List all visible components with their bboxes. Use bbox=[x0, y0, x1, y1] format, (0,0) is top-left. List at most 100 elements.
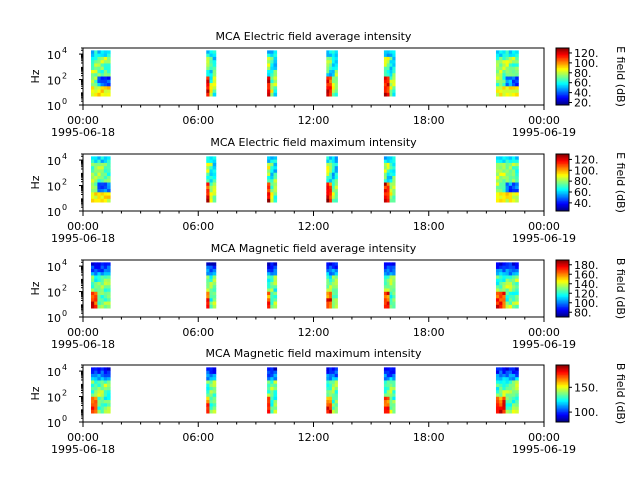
spectrogram-cell bbox=[511, 185, 516, 190]
spectrogram-cell bbox=[97, 304, 102, 309]
spectrogram-cell bbox=[212, 304, 217, 309]
spectrogram-cell bbox=[392, 179, 396, 183]
spectrogram-cell bbox=[209, 63, 214, 68]
spectrogram-cell bbox=[212, 262, 217, 267]
colorbar-step bbox=[556, 165, 569, 168]
spectrogram-cell bbox=[273, 409, 278, 414]
spectrogram-cell bbox=[91, 63, 95, 68]
spectrogram-cell bbox=[209, 295, 214, 299]
spectrogram-cell bbox=[392, 367, 396, 372]
spectrogram-cell bbox=[505, 63, 510, 68]
spectrogram-cell bbox=[508, 159, 513, 164]
spectrogram-cell bbox=[103, 285, 108, 289]
spectrogram-cell bbox=[100, 73, 105, 77]
spectrogram-cell bbox=[331, 89, 336, 94]
spectrogram-cell bbox=[103, 175, 108, 180]
spectrogram-cell bbox=[502, 272, 506, 276]
spectrogram-cell bbox=[273, 195, 278, 200]
colorbar-step bbox=[556, 277, 569, 279]
colorbar-step bbox=[556, 295, 569, 298]
spectrogram-cell bbox=[94, 162, 98, 167]
spectrogram-cell bbox=[326, 198, 330, 203]
colorbar-step bbox=[556, 414, 569, 417]
spectrogram-cell bbox=[267, 73, 271, 77]
colorbar-step bbox=[556, 298, 569, 301]
colorbar-tick-label: 120. bbox=[574, 47, 599, 60]
spectrogram-cell bbox=[107, 409, 111, 414]
spectrogram-cell bbox=[334, 79, 338, 84]
spectrogram-cell bbox=[515, 198, 519, 203]
spectrogram-cell bbox=[206, 189, 210, 193]
spectrogram-cell bbox=[334, 192, 338, 196]
spectrogram-cell bbox=[508, 285, 513, 289]
spectrogram-cell bbox=[392, 295, 396, 299]
y-tick-exponent: 2 bbox=[62, 284, 67, 293]
spectrogram-cell bbox=[515, 60, 519, 64]
spectrogram-cell bbox=[392, 83, 396, 87]
spectrogram-cell bbox=[91, 285, 95, 289]
spectrogram-cell bbox=[334, 285, 338, 289]
spectrogram-cell bbox=[94, 79, 98, 84]
colorbar-step bbox=[556, 85, 569, 87]
colorbar-step bbox=[556, 281, 569, 284]
colorbar-step bbox=[556, 292, 569, 295]
spectrogram-cell bbox=[502, 275, 506, 280]
spectrogram-cell bbox=[515, 79, 519, 84]
spectrogram-cell bbox=[508, 265, 513, 270]
spectrogram-cell bbox=[94, 291, 98, 296]
spectrogram-cell bbox=[206, 288, 210, 293]
spectrogram-cell bbox=[273, 396, 278, 401]
spectrogram-cell bbox=[386, 83, 390, 87]
spectrogram-cell bbox=[273, 295, 278, 299]
colorbar-frame bbox=[555, 364, 570, 423]
spectrogram-cell bbox=[329, 172, 333, 177]
spectrogram-cell bbox=[212, 406, 217, 411]
spectrogram-cell bbox=[100, 192, 105, 196]
spectrogram-cell bbox=[334, 268, 338, 273]
spectrogram-cell bbox=[495, 198, 500, 203]
spectrogram-cell bbox=[212, 272, 217, 276]
spectrogram-cell bbox=[502, 192, 506, 196]
spectrogram-cell bbox=[499, 89, 503, 94]
spectrogram-cell bbox=[499, 66, 503, 71]
spectrogram-cell bbox=[389, 185, 393, 190]
spectrogram-cell bbox=[94, 275, 98, 280]
spectrogram-cell bbox=[502, 162, 506, 167]
spectrogram-cell bbox=[329, 383, 333, 388]
spectrogram-cell bbox=[508, 295, 513, 299]
y-tick-label: 10 bbox=[47, 206, 61, 219]
spectrogram-cell bbox=[329, 83, 333, 87]
spectrogram-cell bbox=[505, 265, 510, 270]
spectrogram-cell bbox=[495, 390, 500, 394]
spectrogram-cell bbox=[499, 265, 503, 270]
spectrogram-cell bbox=[392, 304, 396, 309]
spectrogram-segment bbox=[383, 367, 396, 414]
spectrogram-cell bbox=[511, 380, 516, 385]
colorbar-step bbox=[556, 57, 569, 60]
spectrogram-cell bbox=[94, 159, 98, 164]
colorbar-tick-label: 180. bbox=[574, 259, 599, 272]
spectrogram-cell bbox=[495, 373, 500, 378]
spectrogram-cell bbox=[100, 89, 105, 94]
spectrogram-cell bbox=[103, 60, 108, 64]
spectrogram-cell bbox=[386, 373, 390, 378]
spectrogram-cell bbox=[392, 63, 396, 68]
spectrogram-cell bbox=[206, 281, 210, 286]
spectrogram-cell bbox=[267, 301, 271, 306]
spectrogram-cell bbox=[267, 272, 271, 276]
spectrogram-cell bbox=[495, 406, 500, 411]
spectrogram-cell bbox=[502, 400, 506, 404]
spectrogram-cell bbox=[97, 172, 102, 177]
spectrogram-cell bbox=[508, 76, 513, 81]
spectrogram-cell bbox=[389, 377, 393, 381]
spectrogram-cell bbox=[334, 60, 338, 64]
spectrogram-cell bbox=[94, 390, 98, 394]
spectrogram-cell bbox=[94, 406, 98, 411]
spectrogram-cell bbox=[329, 50, 333, 55]
spectrogram-cell bbox=[326, 278, 330, 283]
colorbar-step bbox=[556, 158, 569, 161]
spectrogram-cell bbox=[267, 285, 271, 289]
spectrogram-cell bbox=[97, 390, 102, 394]
x-tick-label: 00:00 bbox=[67, 326, 99, 339]
